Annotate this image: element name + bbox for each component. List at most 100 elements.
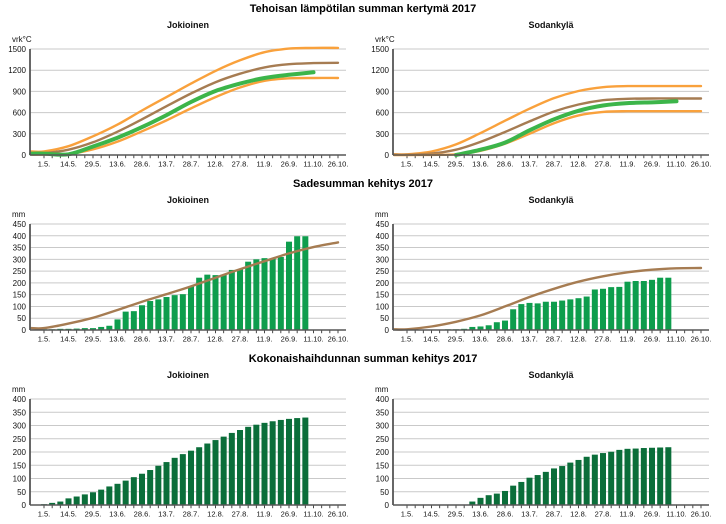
rain-sum-2017-bar — [73, 328, 80, 330]
y-axis-label: 0 — [22, 326, 27, 335]
maximum-line — [392, 84, 703, 156]
y-axis-label: 900 — [376, 87, 390, 96]
evaporation-sum-2017-bar — [640, 448, 647, 505]
x-axis-label: 27.8. — [232, 335, 249, 344]
y-axis-label: 300 — [13, 422, 27, 431]
y-axis-label: 150 — [376, 291, 390, 300]
evaporation-sum-2017-bar — [649, 447, 655, 505]
section-title-temperature: Tehoisan lämpötilan summan kertymä 2017 — [249, 3, 477, 15]
evaporation-sum-2017-bar — [204, 443, 211, 505]
x-axis-label: 26.10. — [328, 510, 349, 519]
evaporation-sum-2017-bar — [510, 485, 517, 505]
rain-sum-2017-bar — [510, 309, 517, 330]
evaporation-sum-2017-bar — [534, 475, 541, 505]
x-axis-label: 1.5. — [401, 335, 414, 344]
x-axis-label: 28.6. — [497, 510, 514, 519]
rain-sum-2017-bar — [277, 256, 284, 330]
evaporation-sum-2017-bar — [294, 418, 301, 505]
evaporation-sum-2017-bar — [155, 465, 162, 505]
x-axis-label: 14.5. — [60, 160, 77, 169]
x-axis-label: 28.7. — [546, 160, 563, 169]
x-axis-label: 28.7. — [183, 160, 200, 169]
station-title: Jokioinen — [167, 20, 209, 30]
rain-sum-2017-bar — [269, 258, 276, 330]
chart-evaporation-jokioinen: 0 50 100 150 200 250 300 350 400 1.5. 14.5. 29.5. 13… — [12, 370, 349, 519]
evaporation-sum-2017-bar — [567, 462, 574, 505]
evaporation-sum-2017-bar — [551, 468, 557, 505]
rain-sum-2017-bar — [575, 298, 582, 330]
y-axis-label: 400 — [376, 395, 390, 404]
y-axis-label: 400 — [13, 395, 27, 404]
y-axis-label: 100 — [376, 302, 390, 311]
y-axis-label: 250 — [376, 435, 390, 444]
evaporation-sum-2017-bar — [163, 462, 170, 505]
x-axis-label: 29.5. — [448, 335, 465, 344]
x-axis-label: 14.5. — [423, 335, 440, 344]
y-axis-label: 450 — [13, 220, 27, 229]
x-axis-label: 11.9. — [256, 160, 272, 169]
y-axis-label: 900 — [13, 87, 27, 96]
x-axis-label: 26.10. — [691, 335, 712, 344]
section-title-evaporation: Kokonaishaihdunnan summan kehitys 2017 — [248, 353, 478, 365]
x-axis-label: 11.9. — [619, 510, 635, 519]
x-axis-label: 1.5. — [401, 160, 414, 169]
x-axis-label: 14.5. — [423, 510, 440, 519]
y-axis-label: 250 — [13, 435, 27, 444]
evaporation-sum-2017-bar — [591, 454, 598, 505]
x-axis-label: 12.8. — [207, 160, 224, 169]
mean-line — [392, 266, 703, 331]
x-axis-label: 29.5. — [448, 160, 465, 169]
rain-sum-2017-bar — [204, 274, 211, 330]
rain-sum-2017-bar — [196, 277, 203, 330]
rain-sum-2017-bar — [81, 328, 88, 330]
evaporation-sum-2017-bar — [106, 486, 113, 505]
rain-sum-2017-bar — [534, 303, 541, 330]
evaporation-sum-2017-bar — [559, 466, 566, 505]
evaporation-sum-2017-bar — [493, 493, 500, 505]
evaporation-sum-2017-bar — [49, 502, 56, 505]
y-axis-label: 50 — [380, 314, 389, 323]
station-title: Sodankylä — [528, 370, 574, 380]
x-axis-label: 26.9. — [644, 160, 661, 169]
x-axis-label: 13.7. — [521, 160, 538, 169]
rain-sum-2017-bar — [526, 302, 533, 330]
chart-temperature-sodankyla: 0 300 600 900 1200 1500 1.5. 14.5. 29.5. 13.6. 28.… — [371, 20, 711, 169]
section-rain-sum: Sadesumman kehitys 2017 0 50 100 150 200 250 3… — [0, 178, 726, 343]
x-axis-label: 11.10. — [303, 510, 323, 519]
x-axis-label: 29.5. — [448, 510, 465, 519]
evaporation-sum-2017-bar — [65, 498, 72, 505]
y-axis-label: 300 — [13, 130, 27, 139]
x-axis-label: 14.5. — [60, 335, 77, 344]
y-axis-label: 1500 — [8, 45, 26, 54]
y-axis-label: 350 — [376, 408, 390, 417]
rain-sum-2017-bar — [155, 299, 162, 330]
rain-sum-2017-bar — [632, 281, 639, 330]
y-axis-label: 350 — [13, 244, 27, 253]
evaporation-sum-2017-bar — [130, 477, 137, 505]
rain-sum-2017-bar — [171, 295, 178, 330]
rain-sum-2017-bar — [286, 241, 292, 330]
section-title-rain: Sadesumman kehitys 2017 — [292, 178, 434, 190]
x-axis-label: 13.6. — [109, 335, 126, 344]
x-axis-label: 11.10. — [666, 160, 686, 169]
x-axis-label: 26.10. — [328, 335, 349, 344]
rain-sum-2017-bar — [485, 325, 492, 330]
evaporation-sum-2017-bar — [277, 419, 284, 505]
x-axis-label: 13.7. — [158, 510, 175, 519]
x-axis-label: 11.10. — [666, 510, 686, 519]
x-axis-label: 1.5. — [38, 510, 51, 519]
x-axis-label: 26.10. — [691, 510, 712, 519]
evaporation-sum-2017-bar — [502, 490, 508, 505]
unit-label: mm — [375, 210, 389, 219]
rain-sum-2017-bar — [591, 289, 598, 330]
x-axis-label: 12.8. — [207, 335, 224, 344]
evaporation-sum-2017-bar — [139, 473, 145, 505]
mean-line — [392, 97, 703, 156]
x-axis-label: 12.8. — [207, 510, 224, 519]
evaporation-sum-2017-bar — [147, 470, 154, 505]
rain-panel-row: 0 50 100 150 200 250 300 350 400 450 1.5. 14.5. 29.5… — [0, 191, 726, 343]
x-axis-label: 28.6. — [497, 160, 514, 169]
rain-sum-2017-bar — [147, 301, 154, 330]
y-axis-label: 0 — [385, 151, 390, 160]
evaporation-sum-2017-bar — [583, 456, 590, 505]
